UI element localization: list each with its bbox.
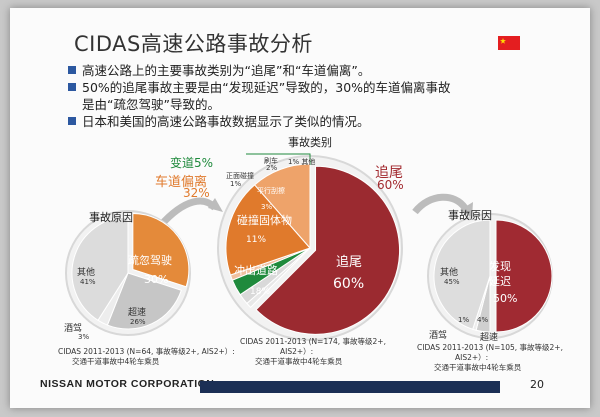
collision-pct: 11% bbox=[246, 235, 267, 245]
speeding-right-label: 超速 bbox=[480, 333, 499, 343]
drunk-right-pct: 1% bbox=[458, 316, 470, 324]
slide-title: CIDAS高速公路事故分析 bbox=[74, 32, 313, 56]
center-caption-2: AIS2+）: bbox=[280, 347, 314, 356]
drunk-left-label: 酒驾 bbox=[64, 324, 83, 334]
lane-change-leader bbox=[246, 153, 311, 165]
drunk-right-label: 酒驾 bbox=[429, 331, 448, 341]
other-right-label: 其他 bbox=[440, 268, 459, 278]
left-arrow bbox=[157, 197, 218, 229]
page-number: 20 bbox=[530, 378, 544, 391]
right-caption-2: AIS2+）: bbox=[455, 353, 489, 362]
center-caption-3: 交通干道事故中4轮车乘员 bbox=[255, 357, 343, 366]
turn-label: 刷车 bbox=[264, 157, 278, 165]
right-caption-3: 交通干道事故中4轮车乘员 bbox=[434, 363, 522, 372]
parallel-pct: 3% bbox=[261, 203, 273, 211]
pie-slice-rush-lane bbox=[225, 184, 311, 276]
speeding-left-pct: 26% bbox=[130, 318, 146, 326]
left-arrow-head bbox=[208, 198, 223, 212]
late-detect-label-1: 发现 bbox=[489, 260, 511, 273]
rush-lane-label: 冲出道路 bbox=[234, 264, 278, 277]
rush-lane-pct: 18% bbox=[250, 287, 271, 297]
inattentive-label: 疏忽驾驶 bbox=[128, 254, 172, 267]
late-detect-label-2: 延迟 bbox=[489, 275, 511, 288]
bullet-2-cont: 是由“疏忽驾驶”导致的。 bbox=[82, 97, 220, 112]
other-left-pct: 41% bbox=[80, 278, 96, 286]
pie-slice-speeding bbox=[106, 272, 182, 330]
collision-label: 碰撞固体物 bbox=[237, 214, 292, 227]
lane-departure-label: 车道偏离 bbox=[155, 175, 208, 190]
slide: CIDAS高速公路事故分析 高速公路上的主要事故类别为“追尾”和“车道偏离”。 … bbox=[10, 8, 590, 408]
other-center-label: 1% 其他 bbox=[288, 158, 316, 166]
rear-end-pct: 60% bbox=[333, 276, 365, 292]
pie-slice-rear-end bbox=[255, 165, 400, 335]
right-arrow bbox=[412, 193, 468, 215]
right-arrow-head bbox=[460, 202, 473, 218]
company-name: NISSAN MOTOR CORPORATION bbox=[40, 378, 215, 390]
head-on-pct: 1% bbox=[230, 180, 242, 188]
pie-slice-late-detect bbox=[495, 219, 553, 333]
center-caption-1: CIDAS 2011-2013 (N=174, 事故等级2+, bbox=[240, 337, 386, 346]
pie-slice-other bbox=[71, 216, 129, 321]
rear-end-label: 追尾 bbox=[336, 255, 363, 270]
center-chart-title: 事故类别 bbox=[288, 136, 332, 149]
other-left-label: 其他 bbox=[77, 268, 96, 278]
parallel-label: 平行刮擦 bbox=[257, 187, 285, 195]
left-chart-title: 事故原因 bbox=[89, 211, 133, 224]
late-detect-pct: 50% bbox=[493, 292, 518, 305]
footer: NISSAN MOTOR CORPORATION 20 bbox=[10, 374, 590, 398]
pie-slice-other bbox=[433, 219, 491, 330]
rear-end-top-label: 追尾 bbox=[375, 165, 403, 181]
turn-pct: 2% bbox=[266, 164, 278, 172]
pie-charts bbox=[65, 153, 553, 341]
left-caption-1: CIDAS 2011-2013 (N=64, 事故等级2+, AIS2+）: bbox=[58, 347, 235, 356]
right-caption-1: CIDAS 2011-2013 (N=105, 事故等级2+, bbox=[417, 343, 563, 352]
drunk-left-pct: 3% bbox=[78, 333, 90, 341]
pie-slice-inattentive bbox=[132, 212, 190, 288]
other-right-pct: 45% bbox=[444, 278, 460, 286]
left-caption-2: 交通干道事故中4轮车乘员 bbox=[72, 357, 160, 366]
china-flag-icon bbox=[498, 36, 520, 50]
speeding-right-pct: 4% bbox=[477, 316, 489, 324]
bullet-2: 50%的追尾事故主要是由“发现延迟”导致的，30%的车道偏离事故 bbox=[68, 79, 451, 96]
bullet-1: 高速公路上的主要事故类别为“追尾”和“车道偏离”。 bbox=[68, 62, 370, 79]
speeding-left-label: 超速 bbox=[128, 308, 147, 318]
rear-end-top-pct: 60% bbox=[377, 178, 404, 192]
inattentive-pct: 30% bbox=[144, 273, 169, 286]
bullet-3: 日本和美国的高速公路事故数据显示了类似的情况。 bbox=[68, 113, 370, 130]
lane-departure-pct: 32% bbox=[183, 186, 210, 200]
footer-bar bbox=[200, 381, 500, 393]
lane-change-label: 变道5% bbox=[170, 156, 214, 170]
right-chart-title: 事故原因 bbox=[448, 209, 492, 222]
head-on-label: 正面碰撞 bbox=[226, 172, 254, 180]
